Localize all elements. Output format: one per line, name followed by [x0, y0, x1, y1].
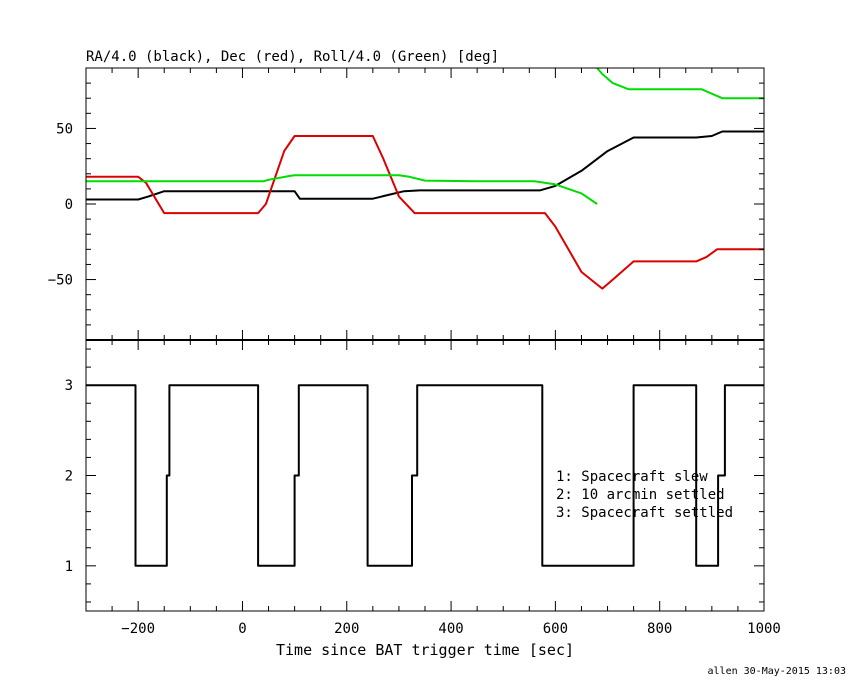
x-tick-label: 600 — [543, 621, 568, 637]
bottom-y-tick-label: 3 — [65, 378, 73, 394]
x-tick-label: 800 — [647, 621, 672, 637]
x-axis-label: Time since BAT trigger time [sec] — [276, 641, 574, 659]
top-y-tick-label: 0 — [65, 197, 73, 213]
x-tick-label: 200 — [334, 621, 359, 637]
attitude-series-0 — [86, 130, 764, 201]
attitude-plot-data — [86, 67, 764, 290]
attitude-series-3 — [596, 67, 764, 100]
bottom-y-tick-label: 1 — [65, 559, 73, 575]
top-panel-ticks: 50 0 −50 — [48, 67, 765, 341]
footer-credit: allen 30-May-2015 13:03 — [708, 666, 846, 677]
x-tick-label: 400 — [438, 621, 463, 637]
x-tick-label: 0 — [238, 621, 246, 637]
status-series-0 — [86, 384, 764, 567]
top-y-tick-label: −50 — [48, 273, 73, 289]
x-tick-label: 1000 — [747, 621, 781, 637]
legend-item-slew: 1: Spacecraft slew — [556, 469, 708, 485]
x-tick-label: −200 — [121, 621, 155, 637]
attitude-series-1 — [86, 135, 764, 290]
top-panel-title: RA/4.0 (black), Dec (red), Roll/4.0 (Gre… — [86, 49, 499, 65]
legend-item-10-arcmin: 2: 10 arcmin settled — [556, 487, 725, 503]
legend-item-settled: 3: Spacecraft settled — [556, 505, 733, 521]
bottom-y-tick-label: 2 — [65, 469, 73, 485]
attitude-series-2 — [86, 174, 598, 205]
settle-status-data — [86, 384, 764, 567]
bottom-panel-ticks: 3 2 1 −200 0 200 400 600 800 1000 — [65, 340, 781, 637]
top-y-tick-label: 50 — [56, 121, 73, 137]
